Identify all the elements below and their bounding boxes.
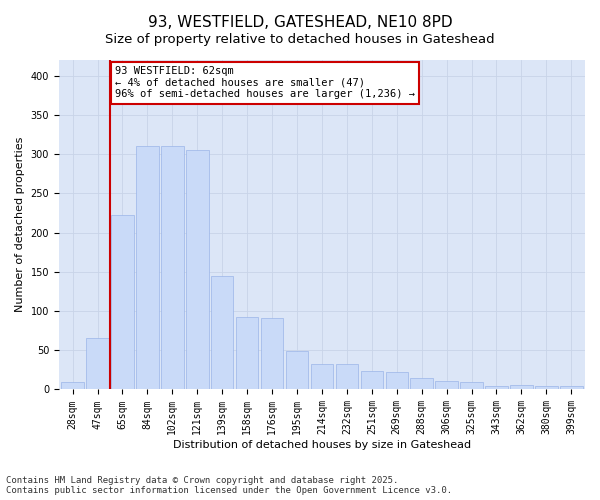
Bar (136, 146, 158, 390)
Bar (560, 386, 583, 390)
Bar (460, 382, 483, 390)
Bar (410, 378, 433, 390)
Text: 93 WESTFIELD: 62sqm
← 4% of detached houses are smaller (47)
96% of semi-detache: 93 WESTFIELD: 62sqm ← 4% of detached hou… (115, 66, 415, 100)
Bar (261, 318, 283, 390)
Bar (161, 146, 184, 390)
Bar (61, 382, 84, 390)
Bar (236, 318, 259, 390)
Text: Contains HM Land Registry data © Crown copyright and database right 2025.
Contai: Contains HM Land Registry data © Crown c… (6, 476, 452, 495)
Y-axis label: Number of detached properties: Number of detached properties (15, 137, 25, 312)
Text: Size of property relative to detached houses in Gateshead: Size of property relative to detached ho… (105, 32, 495, 46)
Bar (335, 364, 358, 390)
Bar (311, 364, 333, 390)
Bar (186, 150, 209, 390)
Bar (111, 216, 134, 390)
Bar (286, 351, 308, 390)
Bar (510, 385, 533, 390)
Bar (436, 381, 458, 390)
Bar (535, 386, 557, 390)
Bar (386, 372, 408, 390)
X-axis label: Distribution of detached houses by size in Gateshead: Distribution of detached houses by size … (173, 440, 471, 450)
Bar (485, 386, 508, 390)
Bar (211, 276, 233, 390)
Bar (86, 338, 109, 390)
Bar (361, 372, 383, 390)
Text: 93, WESTFIELD, GATESHEAD, NE10 8PD: 93, WESTFIELD, GATESHEAD, NE10 8PD (148, 15, 452, 30)
